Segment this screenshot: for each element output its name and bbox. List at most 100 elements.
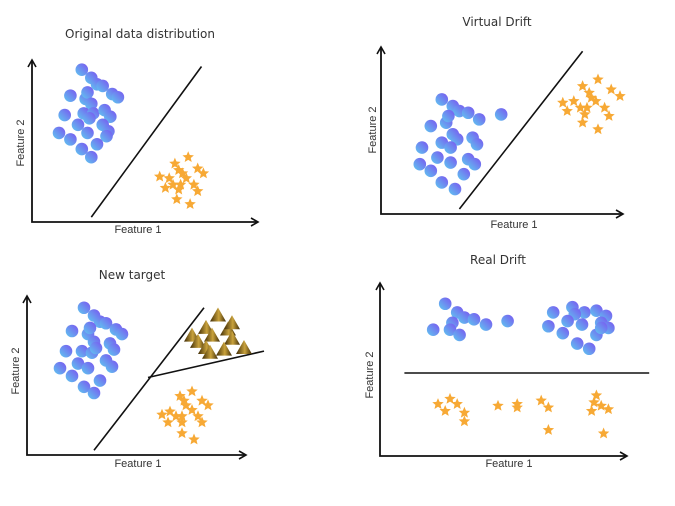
star-point: [511, 401, 523, 413]
circle-point: [64, 133, 77, 146]
circle-point: [71, 357, 85, 370]
panel-original: Original data distribution Feature 1 Fea…: [0, 0, 340, 250]
star-point: [192, 410, 204, 422]
circle-point: [75, 142, 89, 156]
star-point: [561, 105, 573, 116]
panel-virtual-drift: Virtual Drift Feature 1 Feature 2: [340, 0, 675, 250]
star-point: [451, 398, 463, 409]
y-axis-label: Feature 2: [367, 106, 379, 154]
circle-point: [470, 137, 484, 151]
star-point: [164, 405, 176, 417]
star-point: [184, 198, 196, 210]
star-point: [180, 172, 193, 184]
circle-point: [104, 110, 117, 123]
star-point: [186, 385, 198, 397]
star-point: [153, 170, 166, 182]
circle-point: [65, 324, 79, 338]
class-circles: [426, 297, 615, 356]
circle-point: [442, 109, 455, 123]
star-point: [574, 101, 587, 113]
star-point: [180, 399, 192, 411]
star-point: [439, 405, 451, 416]
circle-point: [570, 337, 584, 350]
circle-point: [107, 343, 121, 356]
triangle-point: [198, 319, 214, 334]
star-point: [170, 410, 182, 422]
star-point: [590, 95, 602, 106]
star-point: [159, 181, 172, 193]
x-axis-arrow-icon: [619, 451, 629, 461]
circle-point: [65, 369, 79, 383]
star-point: [172, 183, 185, 195]
star-point: [186, 404, 198, 415]
circle-point: [96, 79, 109, 93]
star-point: [590, 389, 603, 401]
triangle-point: [224, 315, 240, 330]
circle-point: [93, 374, 107, 387]
circle-point: [426, 323, 440, 337]
star-point: [458, 406, 471, 418]
circle-point: [479, 318, 493, 331]
y-axis-arrow-icon: [27, 58, 37, 68]
triangle-point: [216, 341, 232, 356]
circle-point: [77, 380, 91, 394]
star-point: [585, 405, 598, 416]
circle-point: [105, 360, 119, 373]
star-point: [191, 185, 204, 197]
circle-point: [435, 93, 449, 106]
panel-title: New target: [98, 268, 166, 282]
star-point: [196, 416, 208, 428]
circle-point: [59, 344, 73, 358]
class-circles: [52, 63, 125, 164]
chart-virtual-drift: [376, 45, 626, 219]
circle-point: [578, 306, 591, 319]
circle-point: [81, 126, 94, 140]
star-point: [188, 178, 200, 190]
circle-point: [90, 137, 104, 151]
x-axis-label: Feature 1: [114, 458, 162, 470]
circle-point: [472, 113, 486, 126]
star-point: [163, 172, 175, 184]
y-axis-label: Feature 2: [364, 351, 376, 399]
x-axis-arrow-icon: [238, 450, 248, 460]
star-point: [444, 392, 456, 404]
circle-point: [467, 313, 481, 326]
star-point: [579, 108, 591, 120]
y-axis-arrow-icon: [375, 281, 385, 291]
star-point: [576, 80, 589, 92]
triangle-point: [224, 330, 240, 345]
triangle-point: [236, 340, 252, 355]
star-point: [597, 427, 610, 439]
star-point: [535, 394, 547, 406]
star-point: [557, 96, 569, 108]
star-point: [598, 101, 611, 113]
circle-point: [575, 318, 589, 331]
triangle-point: [210, 307, 226, 322]
circle-point: [546, 306, 560, 319]
circle-point: [453, 328, 466, 342]
circle-point: [458, 311, 471, 324]
circle-point: [85, 150, 98, 164]
circle-point: [424, 119, 438, 133]
circle-point: [87, 386, 101, 400]
star-point: [492, 399, 504, 411]
y-axis-label: Feature 2: [10, 347, 22, 395]
circle-point: [53, 361, 67, 375]
star-point: [182, 151, 194, 163]
star-point: [171, 193, 183, 205]
star-point: [568, 95, 580, 106]
circle-point: [413, 157, 427, 171]
circle-point: [75, 63, 89, 77]
star-point: [432, 398, 444, 409]
circle-point: [431, 151, 444, 164]
star-point: [191, 162, 204, 174]
star-point: [614, 90, 626, 101]
class-circles: [413, 93, 508, 196]
class-stars: [153, 151, 210, 210]
circle-point: [99, 316, 113, 330]
y-axis-arrow-icon: [376, 45, 386, 55]
panel-title: Real Drift: [470, 253, 526, 267]
axes: [26, 296, 246, 456]
star-point: [603, 110, 615, 121]
circle-point: [556, 326, 570, 340]
